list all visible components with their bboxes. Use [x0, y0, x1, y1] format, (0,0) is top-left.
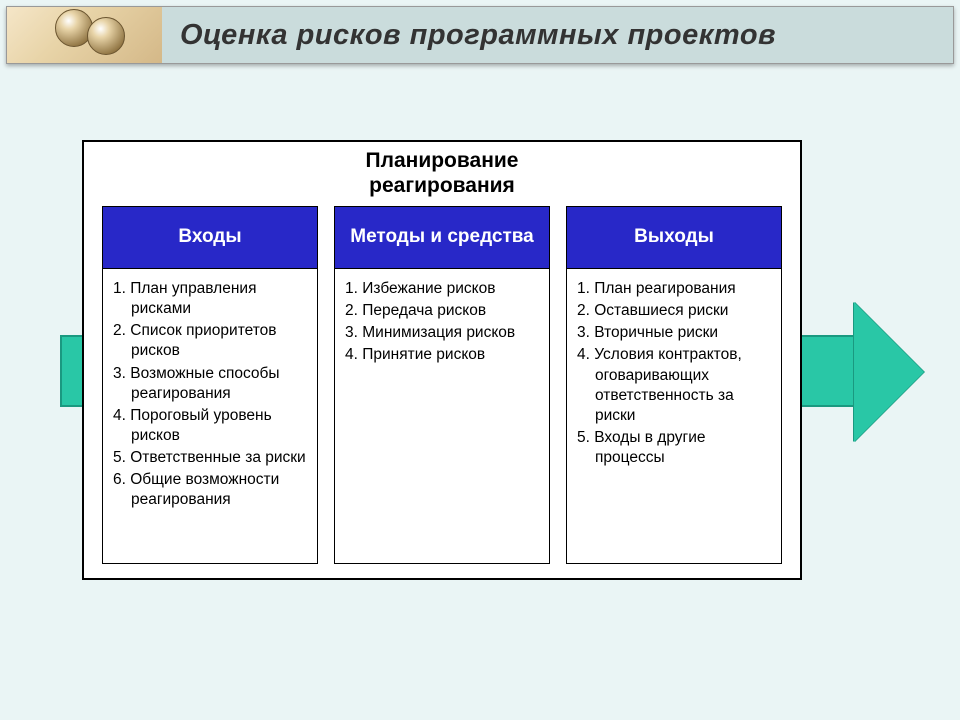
column-body-outputs: План реагирования Оставшиеся риски Втори…	[567, 269, 781, 563]
column-inputs: Входы План управления рисками Список при…	[102, 206, 318, 564]
process-title-line2: реагирования	[369, 174, 515, 197]
list-item: Список приоритетов рисков	[113, 321, 307, 361]
column-header-outputs: Выходы	[567, 207, 781, 269]
process-arrow-head	[854, 302, 924, 442]
title-bar: Оценка рисков программных проектов	[6, 6, 954, 64]
column-header-inputs: Входы	[103, 207, 317, 269]
list-item: Общие возможности реагирования	[113, 470, 307, 510]
process-title: Планирование реагирования	[84, 142, 800, 208]
list-item: План реагирования	[577, 279, 771, 299]
list-item: Оставшиеся риски	[577, 301, 771, 321]
column-body-inputs: План управления рисками Список приоритет…	[103, 269, 317, 563]
list-item: Возможные способы реагирования	[113, 364, 307, 404]
process-title-line1: Планирование	[366, 149, 519, 172]
list-item: Избежание рисков	[345, 279, 539, 299]
list-item: Ответственные за риски	[113, 448, 307, 468]
list-item: Пороговый уровень рисков	[113, 406, 307, 446]
list-item: Принятие рисков	[345, 345, 539, 365]
list-item: Вторичные риски	[577, 323, 771, 343]
column-outputs: Выходы План реагирования Оставшиеся риск…	[566, 206, 782, 564]
column-body-methods: Избежание рисков Передача рисков Минимиз…	[335, 269, 549, 563]
list-item: План управления рисками	[113, 279, 307, 319]
column-methods: Методы и средства Избежание рисков Перед…	[334, 206, 550, 564]
list-item: Входы в другие процессы	[577, 428, 771, 468]
main-process-box: Планирование реагирования Входы План упр…	[82, 140, 802, 580]
list-item: Передача рисков	[345, 301, 539, 321]
list-item: Минимизация рисков	[345, 323, 539, 343]
column-header-methods: Методы и средства	[335, 207, 549, 269]
ornament-image	[7, 7, 162, 63]
columns-container: Входы План управления рисками Список при…	[102, 206, 782, 564]
list-item: Условия контрактов, оговаривающих ответс…	[577, 345, 771, 426]
slide-title: Оценка рисков программных проектов	[162, 19, 776, 52]
diagram: Планирование реагирования Входы План упр…	[60, 140, 920, 590]
